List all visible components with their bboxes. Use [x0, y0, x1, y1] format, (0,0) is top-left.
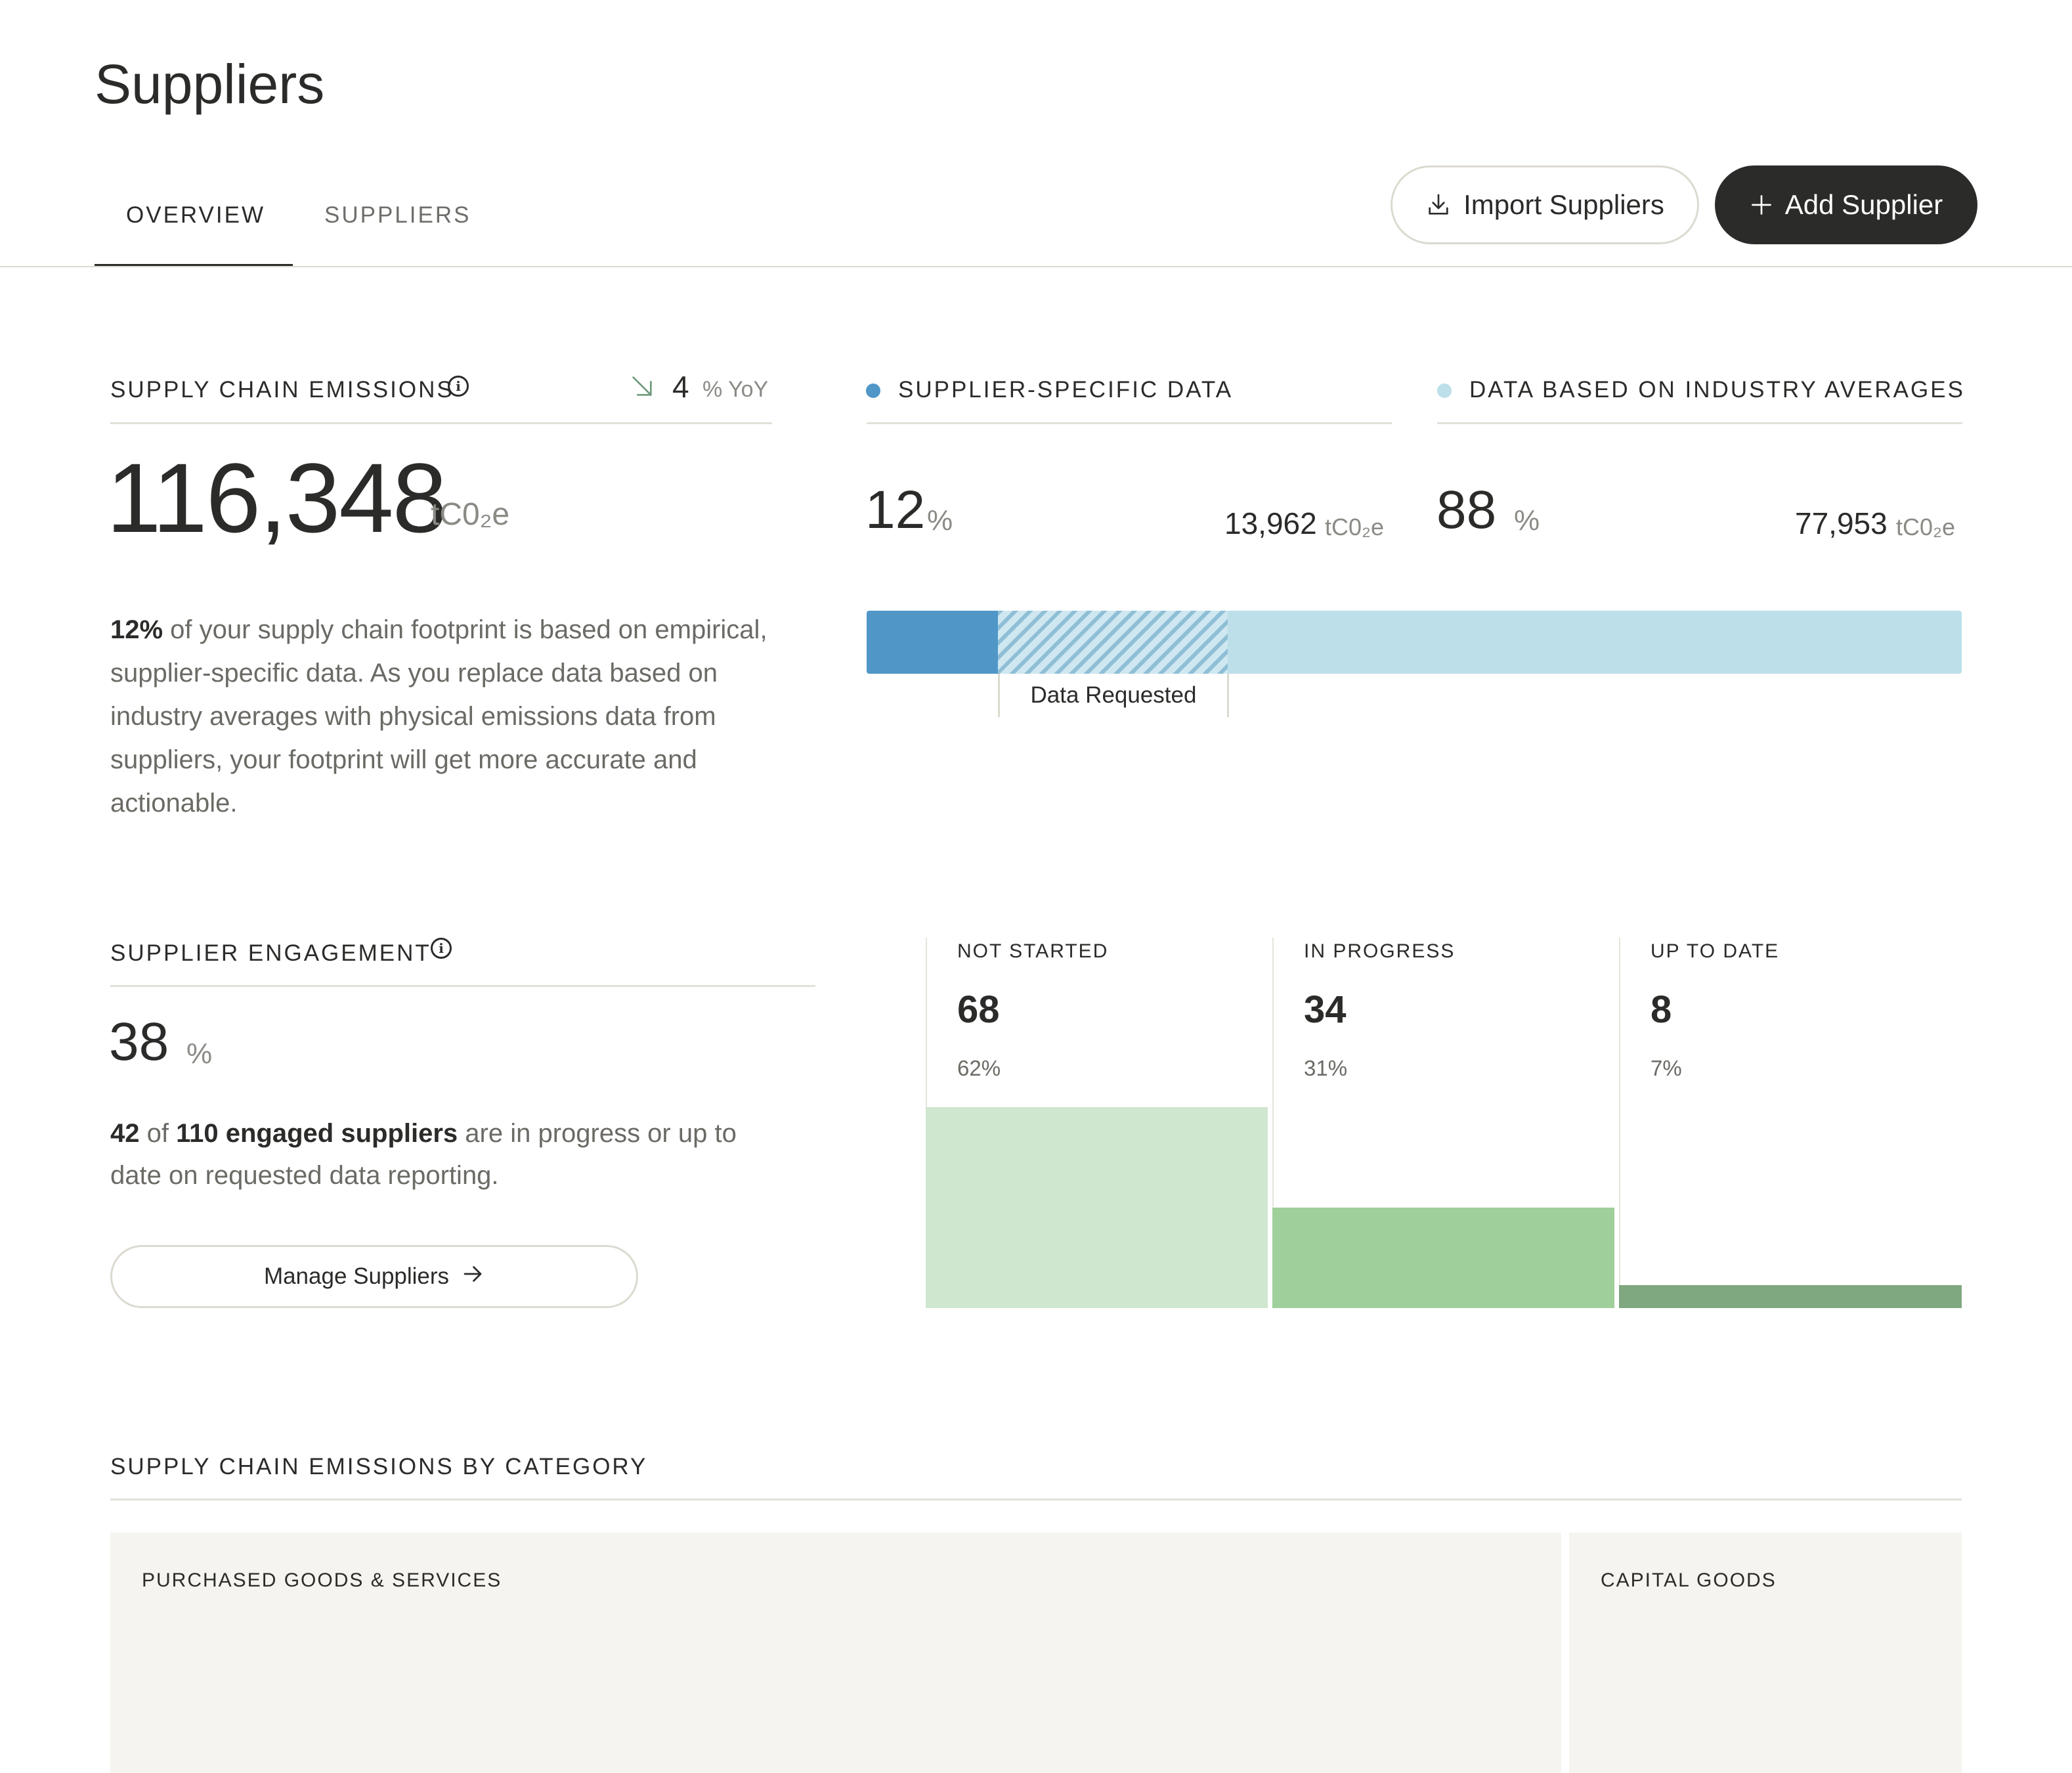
yoy-change-unit: % YoY: [702, 377, 769, 402]
status-count: 68: [957, 988, 1000, 1031]
status-count: 8: [1651, 988, 1672, 1031]
category-tile-purchased-goods[interactable]: PURCHASED GOODS & SERVICES: [110, 1533, 1561, 1773]
supplier-specific-percent-unit: %: [927, 504, 953, 536]
emissions-description-highlight: 12%: [110, 615, 163, 644]
supplier-specific-heading: SUPPLIER-SPECIFIC DATA: [898, 377, 1234, 403]
status-bar: [1619, 1285, 1962, 1308]
supplier-specific-legend-dot: [866, 383, 880, 398]
engagement-description: 42 of 110 engaged suppliers are in progr…: [110, 1112, 767, 1196]
section-divider: [1437, 422, 1962, 424]
supplier-specific-tonnes-unit: tC0₂e: [1325, 514, 1385, 540]
column-divider: [1272, 938, 1274, 1308]
status-bar: [1272, 1208, 1614, 1308]
status-column-up-to-date: UP TO DATE 8 7%: [1619, 938, 1962, 1308]
status-column-not-started: NOT STARTED 68 62%: [926, 938, 1269, 1308]
section-divider: [110, 1499, 1962, 1500]
engagement-description-text: are in progress or up to date on request…: [110, 1119, 737, 1190]
supplier-engagement-heading: SUPPLIER ENGAGEMENT: [110, 940, 431, 966]
total-emissions-unit: tC0₂e: [431, 497, 510, 532]
plus-icon: [1750, 193, 1773, 217]
section-divider: [110, 985, 815, 987]
status-percent: 62%: [957, 1056, 1001, 1080]
tab-suppliers[interactable]: SUPPLIERS: [324, 202, 471, 228]
supplier-specific-segment[interactable]: [867, 611, 999, 674]
emissions-by-category-heading: SUPPLY CHAIN EMISSIONS BY CATEGORY: [110, 1454, 648, 1479]
manage-suppliers-label: Manage Suppliers: [263, 1263, 450, 1289]
column-divider: [1619, 938, 1620, 1308]
total-emissions-value: 116,348: [106, 443, 447, 553]
download-icon: [1425, 192, 1452, 218]
status-percent: 31%: [1304, 1056, 1348, 1080]
supplier-specific-tonnes: 13,962: [1224, 506, 1317, 540]
page-title: Suppliers: [95, 53, 325, 115]
info-icon[interactable]: i: [431, 938, 452, 959]
status-column-in-progress: IN PROGRESS 34 31%: [1272, 938, 1616, 1308]
data-requested-segment[interactable]: [998, 611, 1228, 674]
status-count: 34: [1304, 988, 1347, 1031]
tab-overview[interactable]: OVERVIEW: [126, 202, 266, 228]
industry-average-legend-dot: [1437, 383, 1452, 398]
section-divider: [867, 422, 1392, 424]
engagement-percent: 38: [109, 1012, 169, 1072]
arrow-right-icon: [461, 1262, 485, 1292]
active-tab-indicator: [95, 264, 293, 267]
emissions-description: 12% of your supply chain footprint is ba…: [110, 608, 793, 825]
industry-average-tonnes-unit: tC0₂e: [1896, 514, 1956, 540]
industry-average-segment[interactable]: [1228, 611, 1962, 674]
import-suppliers-button[interactable]: Import Suppliers: [1391, 165, 1699, 244]
category-tile-capital-goods[interactable]: CAPITAL GOODS: [1569, 1533, 1962, 1773]
header-divider: [0, 266, 2072, 267]
data-quality-bar: [867, 611, 1962, 674]
status-label: IN PROGRESS: [1304, 940, 1456, 962]
engaged-total: 110 engaged suppliers: [176, 1119, 458, 1148]
supplier-specific-percent: 12: [865, 480, 926, 540]
status-percent: 7%: [1651, 1056, 1682, 1080]
emissions-description-text: of your supply chain footprint is based …: [110, 615, 767, 818]
industry-average-percent-unit: %: [1514, 504, 1540, 536]
engagement-percent-unit: %: [186, 1038, 213, 1070]
arrow-down-right-icon: [629, 373, 655, 403]
industry-average-heading: DATA BASED ON INDUSTRY AVERAGES: [1469, 377, 1965, 403]
industry-average-percent: 88: [1436, 480, 1497, 540]
info-icon[interactable]: i: [448, 376, 469, 397]
data-requested-label: Data Requested: [998, 674, 1229, 717]
status-label: UP TO DATE: [1651, 940, 1780, 962]
section-divider: [110, 422, 772, 424]
yoy-change-value: 4: [672, 370, 689, 404]
supply-chain-emissions-heading: SUPPLY CHAIN EMISSIONS: [110, 377, 454, 403]
manage-suppliers-button[interactable]: Manage Suppliers: [110, 1245, 638, 1308]
engaged-count: 42: [110, 1119, 140, 1148]
import-suppliers-label: Import Suppliers: [1463, 189, 1664, 220]
industry-average-tonnes: 77,953: [1795, 506, 1888, 540]
category-tile-label: PURCHASED GOODS & SERVICES: [142, 1569, 502, 1591]
add-supplier-button[interactable]: Add Supplier: [1715, 165, 1977, 244]
category-tile-label: CAPITAL GOODS: [1601, 1569, 1777, 1591]
engagement-description-of: of: [139, 1119, 177, 1148]
status-label: NOT STARTED: [957, 940, 1109, 962]
status-bar: [926, 1107, 1268, 1308]
add-supplier-label: Add Supplier: [1784, 189, 1943, 220]
